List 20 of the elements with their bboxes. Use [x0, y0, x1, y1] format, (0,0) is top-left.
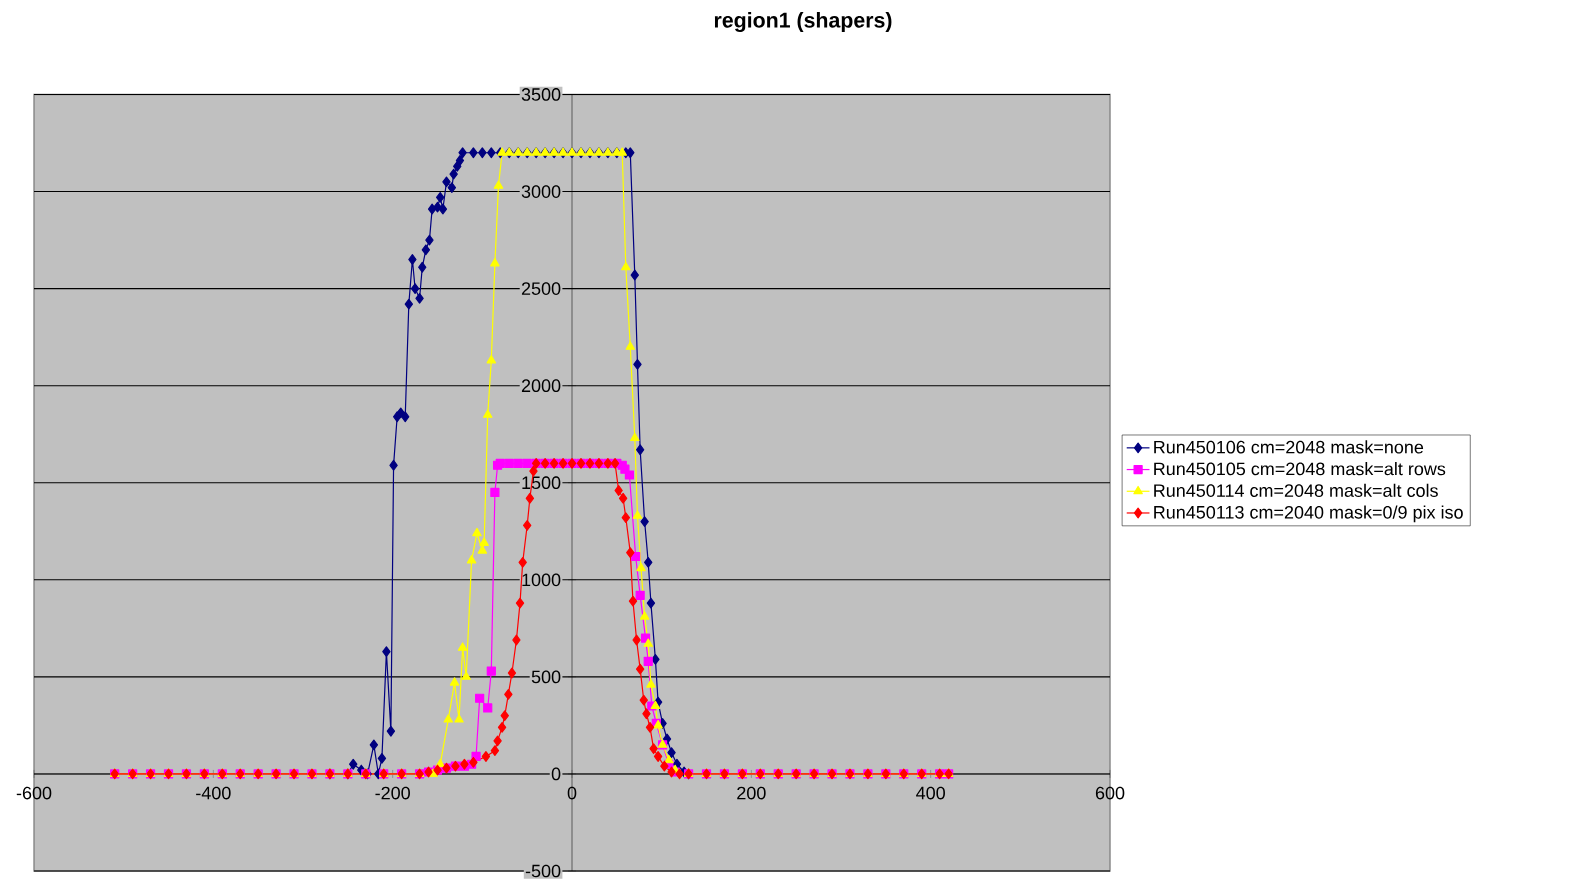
legend-label: Run450105 cm=2048 mask=alt rows: [1154, 462, 1446, 476]
legend-label: Run450114 cm=2048 mask=alt cols: [1154, 483, 1438, 497]
legend-label: Run450106 cm=2048 mask=none: [1154, 440, 1424, 454]
x-tick-label: -600: [16, 786, 52, 800]
y-tick-label: -500: [525, 864, 561, 878]
y-tick-label: 2500: [521, 282, 561, 295]
y-tick-label: 1000: [522, 573, 561, 587]
x-tick-label: 400: [916, 786, 945, 800]
x-tick-label: 200: [737, 786, 766, 800]
y-tick-label: 500: [531, 670, 561, 684]
x-tick-label: -400: [196, 786, 231, 800]
y-tick-label: 2000: [521, 379, 561, 393]
x-tick-label: 600: [1095, 786, 1125, 800]
legend-label: Run450113 cm=2040 mask=0/9 pix iso: [1154, 505, 1463, 523]
y-tick-label: 3000: [521, 185, 561, 198]
y-tick-label: 3500: [521, 88, 561, 101]
y-tick-label: 0: [551, 767, 561, 781]
x-tick-label: 0: [567, 786, 577, 800]
chart-title: region1 (shapers): [714, 12, 892, 32]
x-tick-label: -200: [375, 786, 410, 800]
